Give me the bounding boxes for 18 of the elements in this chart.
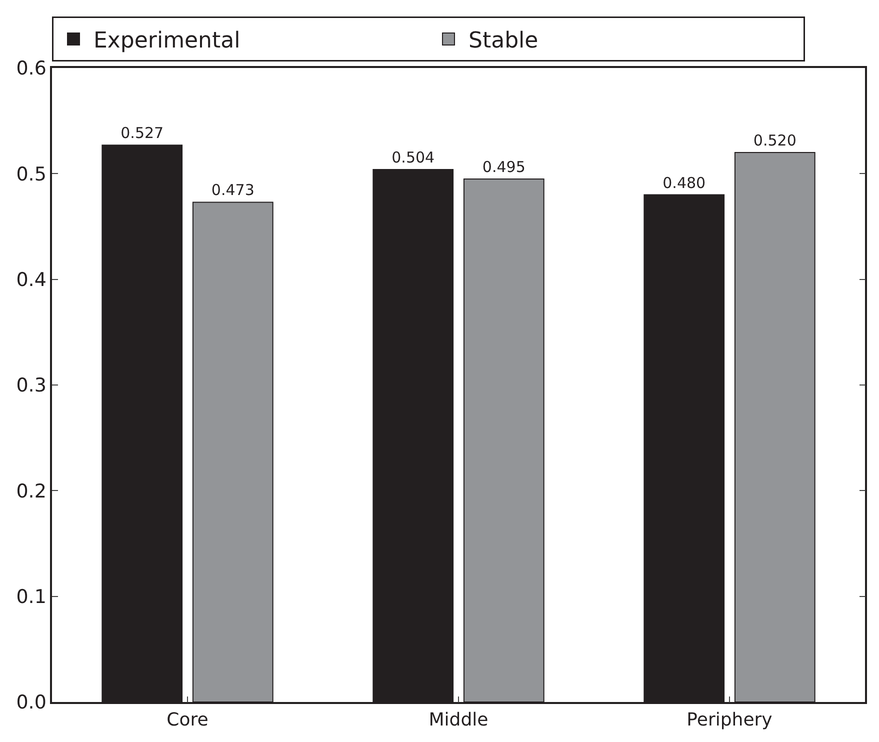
y-tick-label: 0.0 [16, 692, 46, 714]
legend-label: Experimental [94, 28, 240, 54]
data-label: 0.520 [753, 132, 796, 150]
data-label: 0.473 [211, 181, 254, 200]
data-label: 0.504 [392, 148, 435, 166]
y-tick-label: 0.5 [16, 163, 46, 186]
x-tick-label: Middle [428, 709, 488, 730]
x-tick-label: Core [166, 709, 208, 730]
y-tick-label: 0.6 [16, 58, 46, 80]
legend-label: Stable [468, 28, 538, 54]
data-label: 0.480 [662, 174, 706, 192]
data-label: 0.527 [120, 124, 164, 142]
y-tick-label: 0.4 [16, 268, 46, 291]
y-tick-label: 0.3 [16, 374, 46, 397]
x-tick-label: Periphery [686, 709, 773, 730]
y-tick-label: 0.2 [16, 480, 46, 502]
y-tick-label: 0.1 [16, 586, 46, 608]
data-label: 0.495 [482, 158, 526, 176]
